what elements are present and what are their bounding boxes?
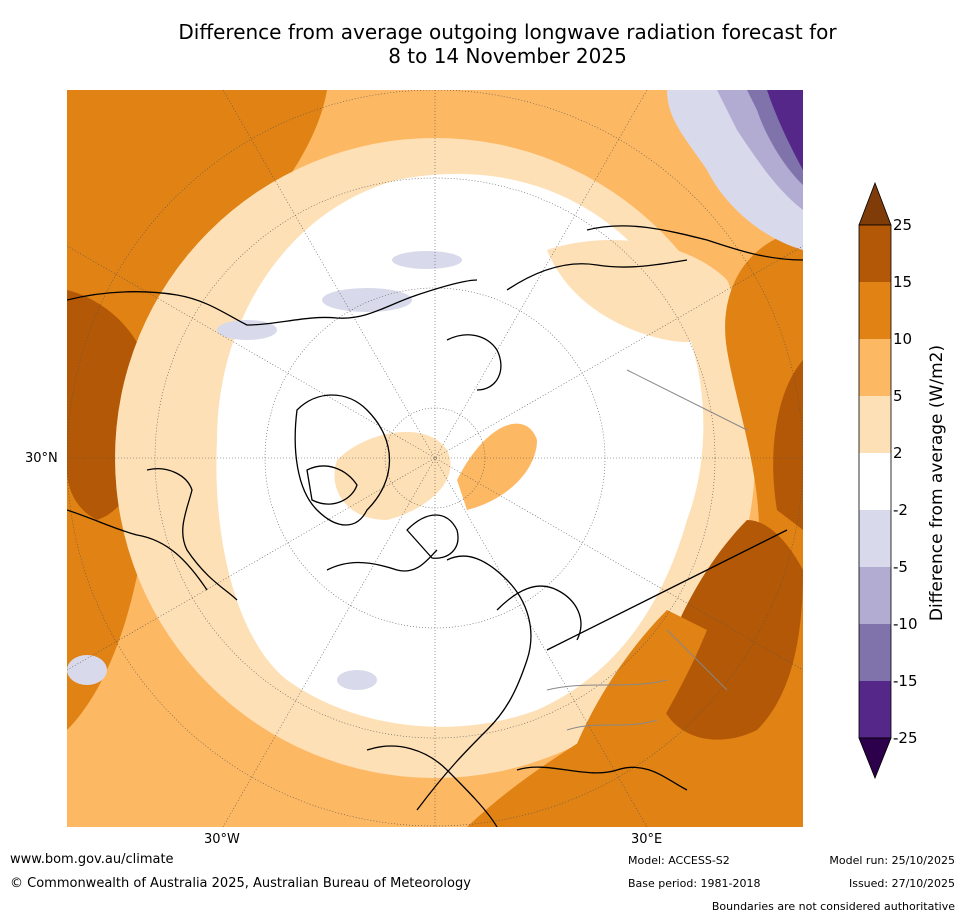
cool-patch-1 <box>322 288 412 312</box>
border-3 <box>666 629 728 691</box>
lat-label-30n: 30°N <box>25 451 58 466</box>
colorbar-band-neutral <box>859 453 891 510</box>
anomaly-field-10-15-mideast <box>567 610 707 780</box>
anomaly-patch-greenland <box>334 431 451 520</box>
border-1 <box>546 679 668 691</box>
cool-patch-3 <box>392 251 462 269</box>
colorbar-tick-neg15: -15 <box>893 672 918 690</box>
graticule <box>67 90 803 827</box>
colorbar-frame <box>858 224 892 739</box>
coast-canadian-islands <box>306 465 358 505</box>
anomaly-patch-atlantic <box>457 423 537 510</box>
colorbar-tick-10: 10 <box>893 330 913 348</box>
colorbar-tick-2: 2 <box>893 444 903 462</box>
anomaly-map <box>67 90 803 827</box>
footer-model-run: Model run: 25/10/2025 <box>829 854 955 867</box>
coast-siberia <box>586 225 803 261</box>
map-title: Difference from average outgoing longwav… <box>80 20 935 68</box>
cool-patch-4 <box>337 670 377 690</box>
colorbar-tick-neg2: -2 <box>893 501 908 519</box>
colorbar-tick-neg5: -5 <box>893 558 908 576</box>
footer-model: Model: ACCESS-S2 <box>628 854 730 867</box>
coast-mediterranean-east <box>516 766 688 791</box>
anomaly-field-10-15-west <box>67 90 327 730</box>
title-line-1: Difference from average outgoing longwav… <box>178 20 837 44</box>
cool-patch-2 <box>217 320 277 340</box>
colorbar-label: Difference from average (W/m2) <box>927 344 947 622</box>
colorbar-over-triangle <box>858 181 892 226</box>
coast-alaska-canada-north <box>67 279 478 326</box>
colorbar-tick-25: 25 <box>893 216 913 234</box>
coast-chukotka <box>506 259 688 291</box>
anomaly-field-15-25-east <box>773 360 803 530</box>
coast-greenland-south <box>326 549 438 572</box>
anomaly-field-15-25-asia <box>657 520 803 740</box>
colorbar-band-m5-m2 <box>859 510 891 567</box>
footer-base-period: Base period: 1981-2018 <box>628 877 761 890</box>
border-4 <box>626 369 748 431</box>
colorbar <box>855 180 895 780</box>
anomaly-patch-siberia <box>547 240 734 342</box>
colorbar-band-15-25 <box>859 225 891 282</box>
colorbar-tick-neg10: -10 <box>893 615 918 633</box>
coast-scandinavia <box>496 585 582 641</box>
coast-arctic-islands <box>446 334 502 391</box>
border-2 <box>566 719 658 731</box>
title-line-2: 8 to 14 November 2025 <box>388 44 627 68</box>
coastlines <box>67 225 803 827</box>
colorbar-band-m25-m15 <box>859 681 891 738</box>
anomaly-field-neg-15-25 <box>767 90 803 170</box>
borders <box>546 369 748 731</box>
colorbar-band-m10-m5 <box>859 567 891 624</box>
colorbar-band-2-5 <box>859 396 891 453</box>
cool-patch-5 <box>67 655 107 685</box>
colorbar-tick-15: 15 <box>893 273 913 291</box>
neutral-polar-region <box>216 173 704 727</box>
meridian-30w <box>222 90 648 827</box>
coast-greenland <box>294 394 391 526</box>
lon-label-30e: 30°E <box>631 832 663 847</box>
colorbar-band-10-15 <box>859 282 891 339</box>
colorbar-band-5-10 <box>859 339 891 396</box>
meridian-30e <box>222 90 648 827</box>
footer-website: www.bom.gov.au/climate <box>10 852 174 867</box>
colorbar-under-triangle <box>858 737 892 780</box>
coast-mediterranean-west <box>366 745 498 827</box>
coast-iceland <box>406 514 459 559</box>
colorbar-band-m15-m10 <box>859 624 891 681</box>
meridian-60e <box>67 245 803 671</box>
colorbar-tick-neg25: -25 <box>893 729 918 747</box>
lon-label-30w: 30°W <box>204 832 240 847</box>
footer-copyright: © Commonwealth of Australia 2025, Austra… <box>10 876 471 891</box>
colorbar-tick-5: 5 <box>893 387 903 405</box>
footer-issued: Issued: 27/10/2025 <box>848 877 955 890</box>
coast-us-west <box>67 509 208 591</box>
footer-disclaimer: Boundaries are not considered authoritat… <box>711 900 955 913</box>
coast-norway-europe <box>416 555 532 811</box>
coast-russia-north <box>546 529 788 651</box>
meridian-60w <box>67 245 803 671</box>
coast-hudson <box>146 468 238 601</box>
